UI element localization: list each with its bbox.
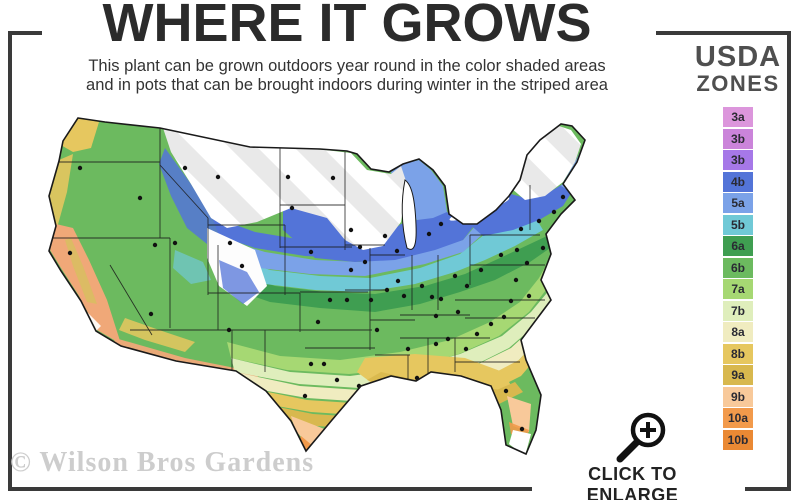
frame-left — [8, 31, 12, 491]
legend-zone-chip: 5a — [723, 193, 753, 213]
legend-zone-chip: 9b — [723, 386, 753, 407]
frame-right — [787, 31, 791, 491]
zone-florida-tip-white — [509, 430, 531, 454]
usda-zones-legend: USDA ZONES 3a 3b 3b 4b 5a 5b 6a 6b 7a 7b… — [690, 42, 786, 451]
zone-4b-newyork — [467, 184, 573, 236]
watermark: © Wilson Bros Gardens — [10, 447, 315, 478]
striped-indoor-area — [163, 128, 407, 250]
legend-title-zones: ZONES — [696, 71, 780, 96]
click-to-enlarge-button[interactable]: CLICK TO ENLARGE — [586, 464, 679, 500]
legend-zone-chip: 6a — [723, 236, 753, 256]
page-title: WHERE IT GROWS — [102, 0, 592, 53]
subtitle-line-1: This plant can be grown outdoors year ro… — [88, 57, 606, 75]
zone-7a-band — [227, 256, 559, 374]
zone-ca-valley — [65, 238, 97, 304]
zone-9b-florida — [507, 396, 531, 432]
us-outline — [48, 117, 586, 456]
frame-top-right — [656, 31, 791, 35]
zone-or-coast — [49, 154, 73, 228]
subtitle-line-2: and in pots that can be brought indoors … — [86, 76, 608, 94]
striped-new-england-area — [511, 126, 581, 200]
legend-title-usda: USDA — [694, 41, 782, 73]
magnifier-zoom-icon[interactable] — [606, 404, 670, 466]
legend-zone-chip: 3b — [723, 150, 753, 170]
legend-zone-chip: 10a — [723, 408, 753, 428]
frame-bottom-right — [745, 487, 791, 491]
zone-6a-band — [227, 236, 553, 312]
frame-top-left-stub — [8, 31, 42, 35]
state-borders — [49, 125, 545, 380]
frame-bottom-left — [8, 487, 532, 491]
zone-5b-utah — [173, 250, 211, 284]
legend-zone-chip: 6b — [723, 257, 753, 278]
legend-zone-chip: 8b — [723, 343, 753, 364]
legend-zone-list: 3a 3b 3b 4b 5a 5b 6a 6b 7a 7b 8a 8b 9a 9… — [690, 107, 786, 450]
legend-zone-chip: 9a — [723, 365, 753, 385]
legend-zone-chip: 3a — [723, 107, 753, 127]
zone-4b-idaho — [159, 148, 219, 244]
legend-zone-chip: 4b — [723, 171, 753, 192]
legend-zone-chip: 7b — [723, 300, 753, 321]
zone-5b-band — [223, 220, 543, 292]
legend-zone-chip: 5b — [723, 214, 753, 235]
zone-shading — [49, 118, 585, 454]
us-hardiness-zones-map[interactable] — [15, 100, 655, 480]
legend-zone-chip: 7a — [723, 279, 753, 299]
legend-zone-chip: 10b — [723, 429, 753, 450]
legend-zone-chip: 8a — [723, 322, 753, 342]
zone-5a-band — [219, 224, 485, 276]
subtitle: This plant can be grown outdoors year ro… — [20, 57, 674, 95]
zone-desert-gold — [119, 318, 195, 352]
legend-zone-chip: 3b — [723, 128, 753, 149]
lake-michigan — [401, 179, 417, 250]
